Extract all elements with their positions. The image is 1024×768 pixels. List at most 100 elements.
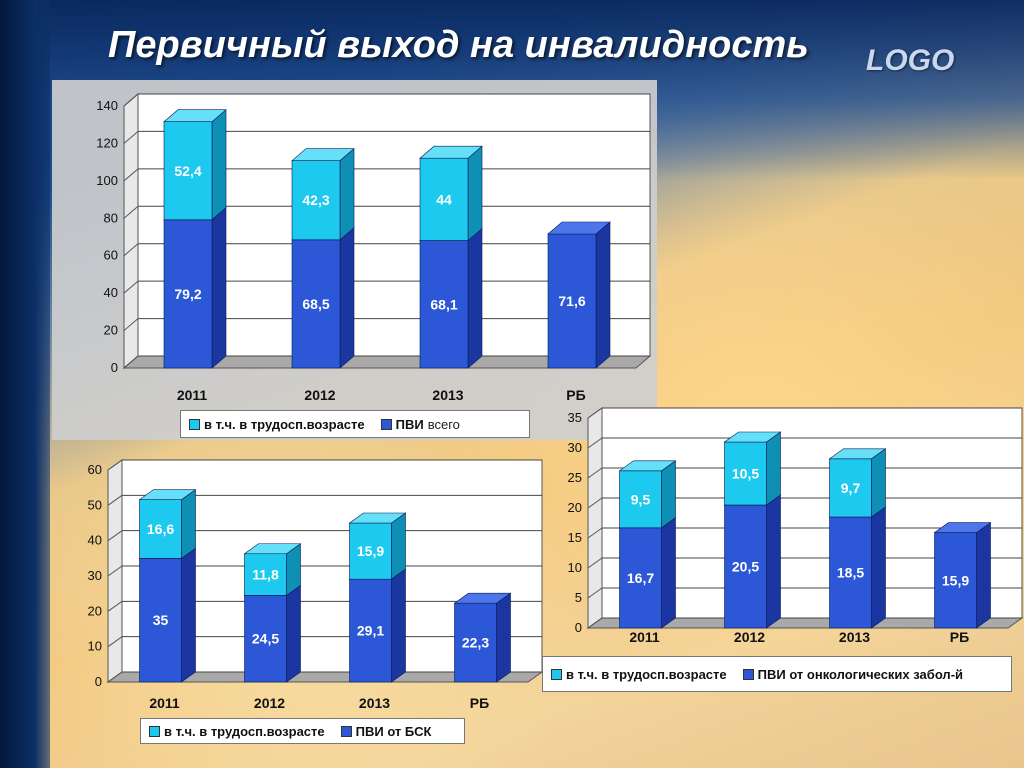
gridline-side (587, 437, 603, 449)
bar-segment-working-age (829, 458, 872, 518)
logo: LOGO (866, 44, 955, 77)
data-label: 22,3 (462, 635, 489, 651)
y-tick-label: 50 (88, 497, 102, 512)
data-label: 10,5 (732, 466, 759, 482)
data-label: 71,6 (558, 293, 585, 309)
y-tick-label: 40 (88, 533, 102, 548)
chart-total-legend: в т.ч. в трудосп.возрасте ПВИ всего (180, 410, 530, 438)
chart-oncology-svg: 0 5 10 15 20 25 30 35 16,7 9,5 2011 20,5 10,5 2012 18,… (568, 407, 1024, 645)
y-tick-label: 80 (104, 210, 118, 225)
bar-top (828, 448, 887, 460)
data-label: 9,7 (841, 480, 861, 496)
bar-top (547, 221, 611, 235)
category-label: РБ (470, 695, 489, 711)
bar-side (211, 109, 227, 221)
chart-side-wall (587, 407, 603, 629)
gridline-side (587, 467, 603, 479)
bar-side (595, 221, 611, 369)
gridline-side (587, 557, 603, 569)
bar-top (618, 460, 677, 472)
data-label: 15,9 (357, 543, 384, 559)
data-label: 35 (153, 612, 169, 628)
bar-top (138, 489, 197, 500)
gridline-side (123, 280, 139, 294)
bar-segment-base (724, 504, 767, 629)
data-label: 16,6 (147, 521, 174, 537)
y-tick-label: 25 (568, 470, 582, 485)
category-label: 2011 (149, 695, 180, 711)
chart-bsk-legend: в т.ч. в трудосп.возрасте ПВИ от БСК (140, 718, 465, 744)
legend-item-working-age: в т.ч. в трудосп.возрасте (189, 417, 365, 432)
gridline-side (107, 459, 123, 471)
legend-swatch-oncology (742, 668, 754, 680)
bar-side (871, 448, 886, 518)
y-tick-label: 0 (95, 674, 102, 689)
data-label: 9,5 (631, 491, 651, 507)
y-tick-label: 30 (568, 440, 582, 455)
bar-segment-base (454, 602, 497, 683)
bar-segment-working-age (419, 157, 469, 241)
y-tick-label: 140 (96, 98, 118, 113)
category-label: 2012 (304, 387, 335, 403)
category-label: 2011 (629, 629, 660, 645)
bar-segment-base (619, 527, 662, 629)
bar-segment-base (163, 219, 213, 369)
bar-segment-base (291, 239, 341, 369)
category-label: 2012 (734, 629, 765, 645)
chart-bsk-svg: 0 10 20 30 40 50 60 35 16,6 2011 24,5 11,8 2012 29,1 1… (88, 459, 544, 711)
legend-item-oncology: ПВИ от онкологических забол-й (742, 666, 964, 682)
legend-label: ПВИ от онкологических забол-й (757, 666, 964, 682)
y-tick-label: 30 (88, 568, 102, 583)
gridline-side (587, 497, 603, 509)
y-tick-label: 35 (568, 410, 582, 425)
bar-segment-base (829, 516, 872, 629)
gridline-side (107, 636, 123, 648)
category-label: 2011 (177, 387, 208, 403)
category-label: РБ (566, 387, 585, 403)
bar-side (496, 592, 511, 683)
legend-item-total: ПВИ всего (380, 416, 460, 432)
bar-top (348, 512, 407, 524)
bar-side (661, 517, 676, 629)
y-tick-label: 100 (96, 173, 118, 188)
legend-item-bsk: ПВИ от БСК (340, 724, 431, 739)
bar-side (391, 512, 406, 580)
legend-label: в т.ч. в трудосп.возрасте (204, 416, 365, 432)
gridline-side (587, 587, 603, 599)
data-label: 44 (436, 191, 452, 207)
bar-side (766, 431, 781, 506)
legend-label: в т.ч. в трудосп.возрасте (164, 723, 325, 739)
bar-segment-working-age (244, 553, 287, 596)
legend-swatch-total (380, 418, 392, 430)
bar-segment-working-age (291, 160, 341, 241)
bar-segment-base (934, 532, 977, 629)
category-label: 2013 (359, 695, 390, 711)
bar-side (181, 547, 196, 683)
gridline-side (587, 527, 603, 539)
bar-top (163, 109, 227, 123)
category-label: 2013 (432, 387, 463, 403)
chart-oncology-disability: 0 5 10 15 20 25 30 35 16,7 9,5 2011 20,5 10,5 2012 18,… (530, 392, 1024, 700)
bar-segment-working-age (163, 121, 213, 221)
bar-side (661, 460, 676, 529)
bar-side (286, 584, 301, 683)
data-label: 16,7 (627, 570, 654, 586)
bar-side (181, 489, 196, 559)
category-label: РБ (950, 629, 969, 645)
legend-label: ПВИ (395, 416, 424, 432)
chart-bsk-disability: 0 10 20 30 40 50 60 35 16,6 2011 24,5 11,8 2012 29,1 1… (52, 442, 552, 754)
gridline-side (123, 93, 139, 107)
data-label: 52,4 (174, 163, 201, 179)
bar-side (211, 207, 227, 369)
gridline-side (107, 565, 123, 577)
data-label: 29,1 (357, 623, 384, 639)
data-label: 24,5 (252, 631, 279, 647)
gridline-side (123, 318, 139, 331)
y-tick-label: 20 (568, 500, 582, 515)
y-tick-label: 10 (88, 639, 102, 654)
bar-top (453, 592, 512, 604)
legend-label: в т.ч. в трудосп.возрасте (566, 666, 727, 682)
legend-label-suffix: всего (427, 416, 460, 432)
bar-segment-working-age (724, 441, 767, 506)
chart-total-disability: 0 20 40 60 80 100 120 140 79,2 52,4 2011 68,5 42,3 20… (52, 80, 657, 440)
